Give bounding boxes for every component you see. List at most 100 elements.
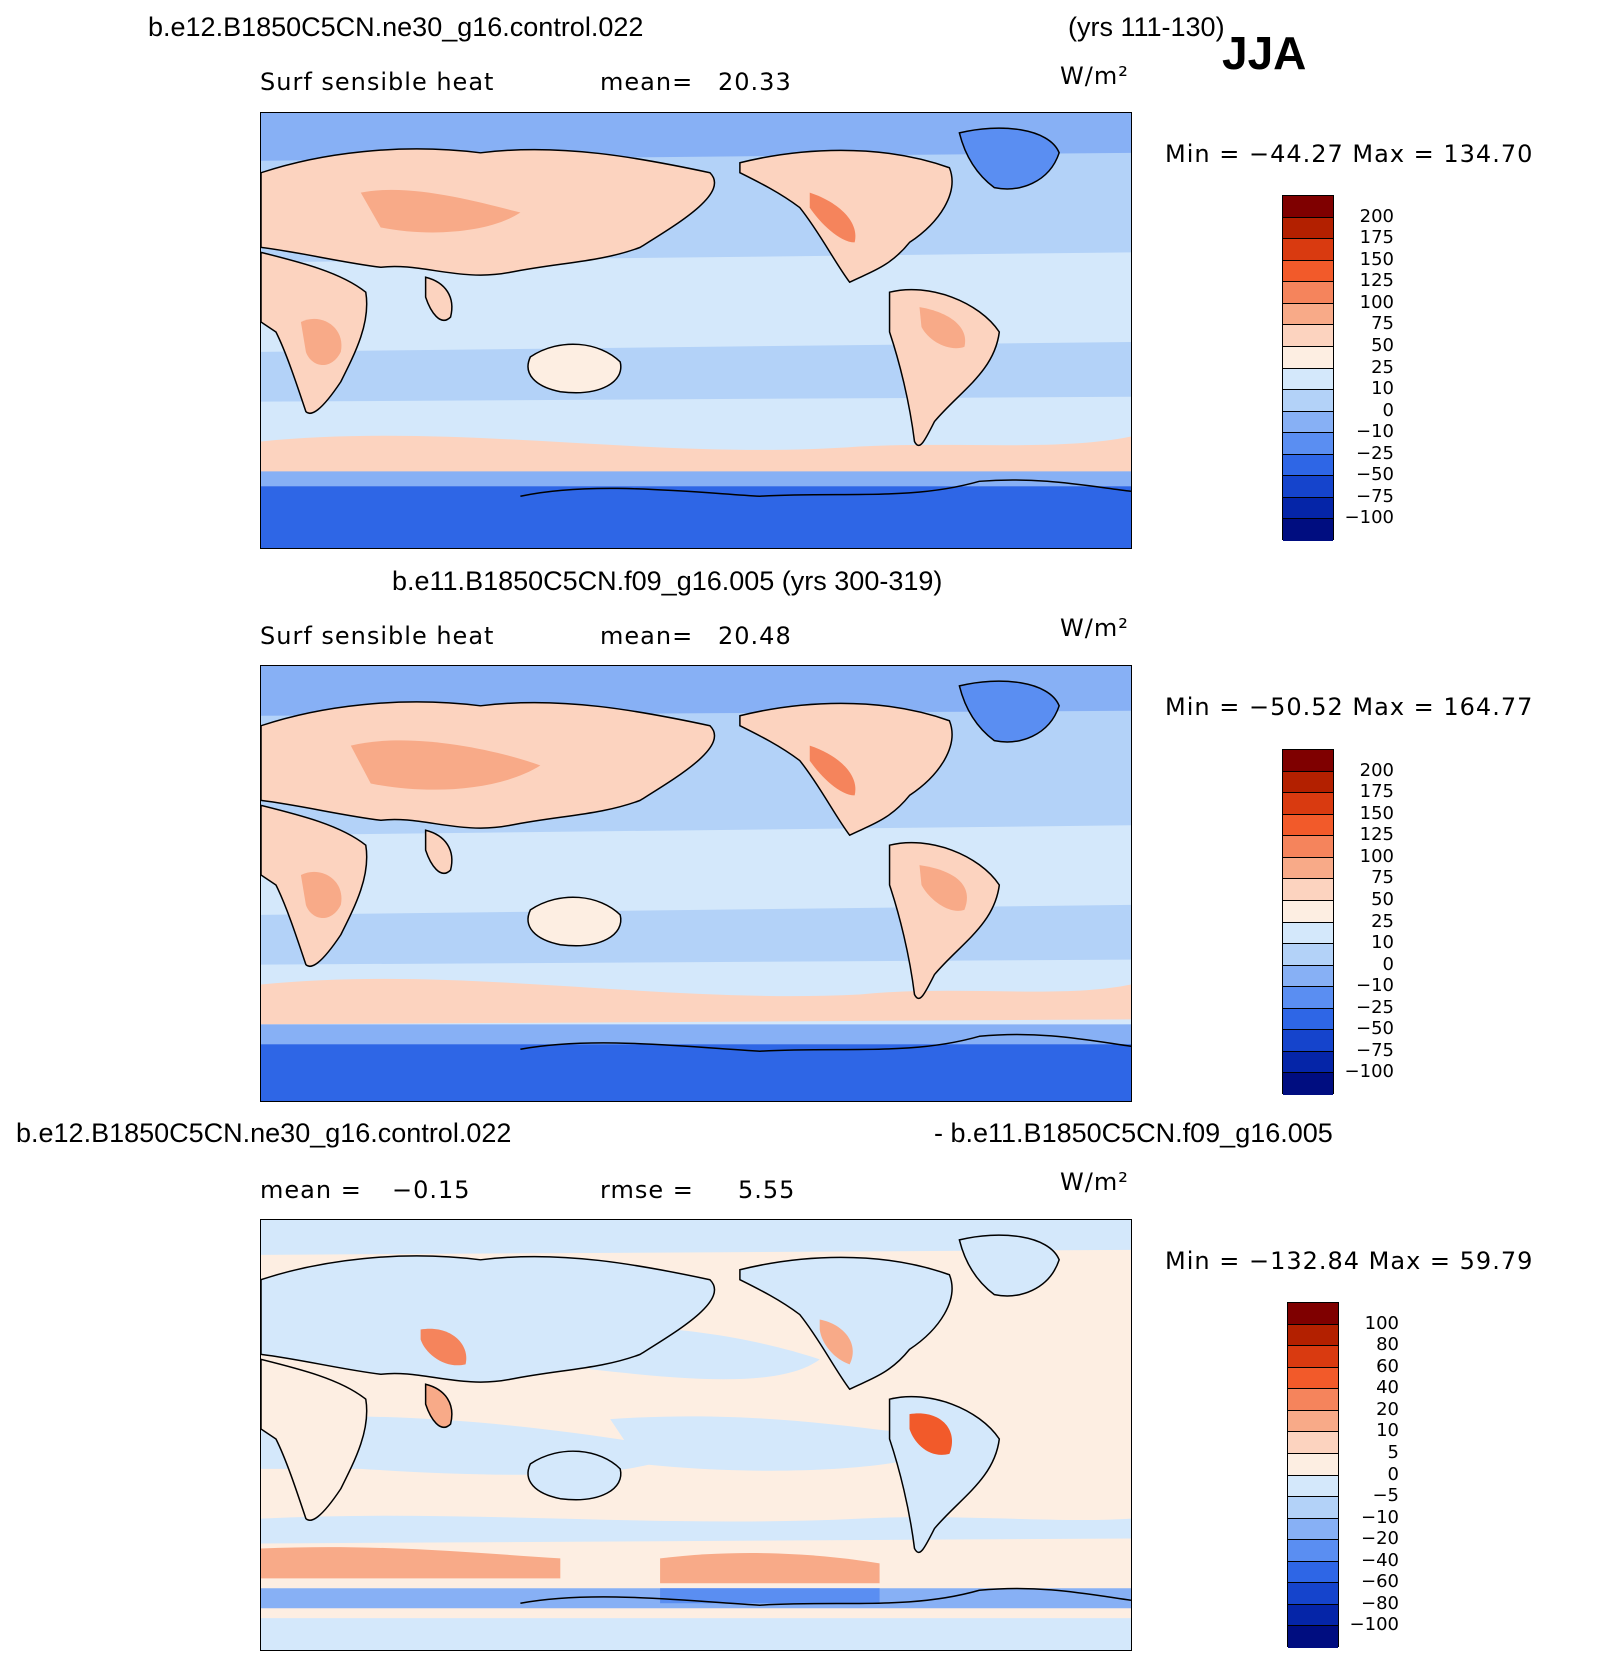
colorbar-level-label: 60 (1376, 1355, 1399, 1377)
colorbar-level-label: 125 (1359, 270, 1394, 292)
panel2-colorbar (1282, 749, 1334, 1095)
colorbar-level-label: 80 (1376, 1334, 1399, 1356)
panel1-units: W/m² (1060, 62, 1129, 90)
panel3-rmse-value: 5.55 (738, 1176, 796, 1204)
colorbar-level-label: 200 (1359, 205, 1394, 227)
colorbar-level-label: 25 (1371, 356, 1394, 378)
panel2-mean-label: mean= (600, 622, 694, 650)
colorbar-segment (1283, 368, 1333, 391)
colorbar-segment (1283, 217, 1333, 240)
panel2-map (260, 665, 1132, 1102)
panel1-map (260, 112, 1132, 549)
panel3-rmse-label: rmse = (600, 1176, 694, 1204)
panel1-mean-value: 20.33 (718, 68, 792, 96)
panel2-title: b.e11.B1850C5CN.f09_g16.005 (yrs 300-319… (392, 566, 943, 596)
colorbar-level-label: 150 (1359, 248, 1394, 270)
panel3-map (260, 1219, 1132, 1651)
panel1-variable-label: Surf sensible heat (260, 68, 495, 96)
colorbar-level-label: 10 (1371, 378, 1394, 400)
colorbar-level-label: −25 (1356, 442, 1394, 464)
colorbar-level-label: −10 (1361, 1506, 1399, 1528)
colorbar-segment (1283, 987, 1333, 1009)
panel1-years: (yrs 111-130) (1068, 12, 1225, 42)
colorbar-level-label: 75 (1371, 313, 1394, 335)
colorbar-level-label: −75 (1356, 1039, 1394, 1061)
colorbar-segment (1283, 793, 1333, 815)
colorbar-level-label: 0 (1382, 953, 1394, 975)
colorbar-segment (1283, 303, 1333, 326)
colorbar-segment (1283, 260, 1333, 283)
colorbar-level-label: 0 (1387, 1463, 1399, 1485)
colorbar-level-label: −40 (1361, 1549, 1399, 1571)
colorbar-segment (1283, 411, 1333, 434)
colorbar-segment (1288, 1561, 1338, 1584)
colorbar-level-label: −60 (1361, 1571, 1399, 1593)
colorbar-level-label: −80 (1361, 1592, 1399, 1614)
colorbar-segment (1283, 879, 1333, 901)
colorbar-level-label: 50 (1371, 334, 1394, 356)
colorbar-segment (1288, 1389, 1338, 1411)
panel2-units: W/m² (1060, 614, 1129, 642)
colorbar-level-label: −100 (1344, 1061, 1394, 1083)
colorbar-segment (1283, 196, 1333, 218)
colorbar-segment (1283, 390, 1333, 412)
colorbar-level-label: −5 (1372, 1485, 1399, 1507)
colorbar-segment (1288, 1604, 1338, 1627)
colorbar-segment (1288, 1497, 1338, 1519)
colorbar-segment (1283, 814, 1333, 837)
colorbar-segment (1283, 497, 1333, 520)
panel2-minmax: Min = −50.52 Max = 164.77 (1165, 693, 1534, 721)
panel1-mean-label: mean= (600, 68, 694, 96)
colorbar-level-label: 40 (1376, 1377, 1399, 1399)
colorbar-level-label: 100 (1364, 1312, 1399, 1334)
colorbar-segment (1288, 1346, 1338, 1368)
panel3-title: b.e12.B1850C5CN.ne30_g16.control.022 (16, 1118, 512, 1148)
colorbar-level-label: 125 (1359, 824, 1394, 846)
colorbar-level-label: −100 (1344, 507, 1394, 529)
panel1-minmax: Min = −44.27 Max = 134.70 (1165, 140, 1534, 168)
colorbar-segment (1283, 1008, 1333, 1031)
season-label: JJA (1222, 27, 1307, 79)
colorbar-level-label: 25 (1371, 910, 1394, 932)
panel3-units: W/m² (1060, 1168, 1129, 1196)
colorbar-level-label: −25 (1356, 996, 1394, 1018)
colorbar-level-label: 175 (1359, 227, 1394, 249)
colorbar-segment (1283, 965, 1333, 988)
panel3-mean-value: −0.15 (392, 1176, 471, 1204)
colorbar-segment (1283, 519, 1333, 541)
colorbar-segment (1283, 454, 1333, 477)
colorbar-segment (1283, 771, 1333, 794)
colorbar-level-label: 100 (1359, 291, 1394, 313)
colorbar-level-label: 10 (1376, 1420, 1399, 1442)
colorbar-segment (1283, 476, 1333, 498)
panel3-map-svg (261, 1220, 1131, 1650)
panel1-colorbar (1282, 195, 1334, 541)
colorbar-segment (1288, 1410, 1338, 1433)
colorbar-level-label: −100 (1349, 1614, 1399, 1636)
panel2-mean-value: 20.48 (718, 622, 792, 650)
colorbar-level-label: 10 (1371, 932, 1394, 954)
colorbar-segment (1283, 900, 1333, 923)
colorbar-segment (1288, 1324, 1338, 1347)
colorbar-segment (1288, 1453, 1338, 1476)
colorbar-segment (1283, 1073, 1333, 1095)
colorbar-segment (1283, 239, 1333, 261)
colorbar-segment (1283, 433, 1333, 455)
colorbar-segment (1283, 1030, 1333, 1052)
panel1-map-svg (261, 113, 1131, 548)
colorbar-segment (1288, 1432, 1338, 1454)
colorbar-segment (1288, 1518, 1338, 1541)
colorbar-level-label: −10 (1356, 421, 1394, 443)
colorbar-level-label: 0 (1382, 399, 1394, 421)
colorbar-segment (1288, 1367, 1338, 1390)
panel1-title: b.e12.B1850C5CN.ne30_g16.control.022 (148, 12, 644, 42)
colorbar-segment (1288, 1540, 1338, 1562)
panel3-minmax: Min = −132.84 Max = 59.79 (1165, 1247, 1534, 1275)
colorbar-segment (1283, 282, 1333, 304)
colorbar-level-label: 5 (1387, 1441, 1399, 1463)
panel3-colorbar (1287, 1302, 1339, 1648)
colorbar-segment (1283, 750, 1333, 772)
colorbar-segment (1288, 1303, 1338, 1325)
colorbar-level-label: 175 (1359, 781, 1394, 803)
colorbar-level-label: −50 (1356, 1018, 1394, 1040)
